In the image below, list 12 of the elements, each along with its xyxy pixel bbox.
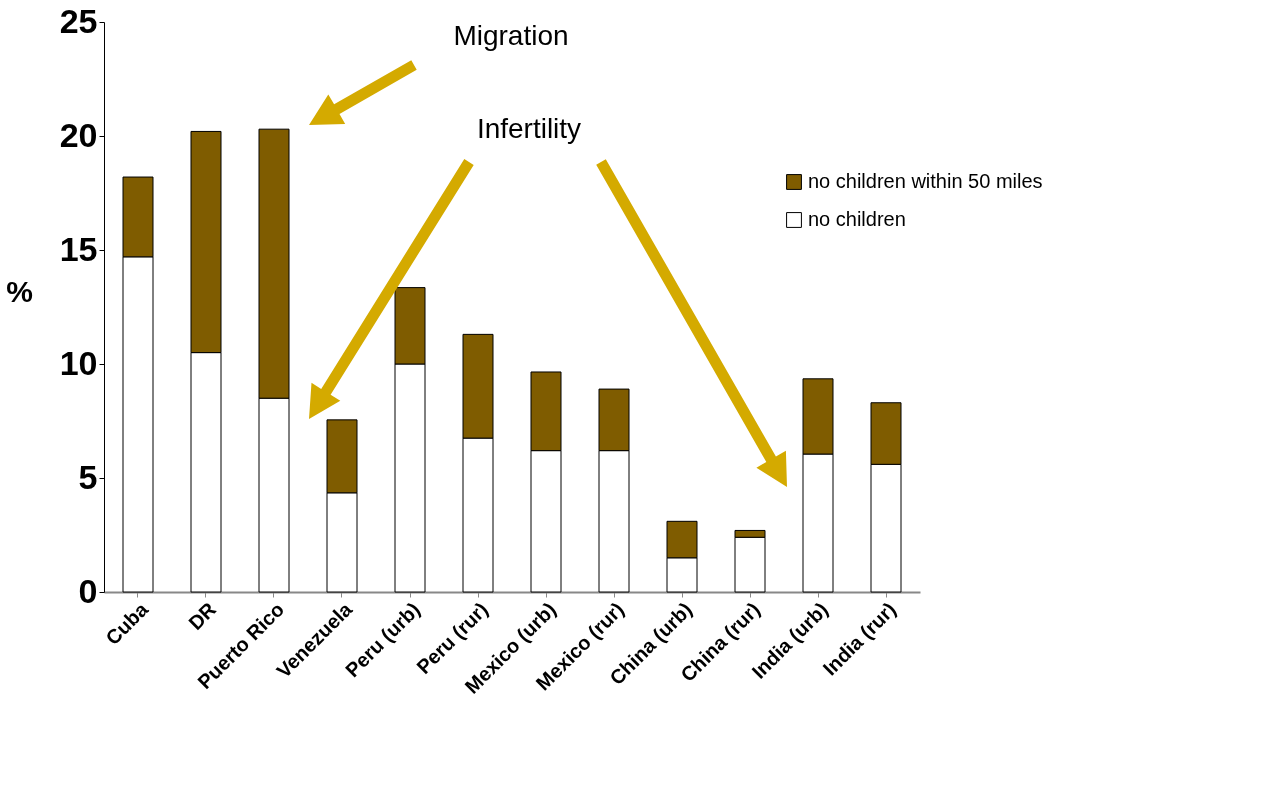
y-tick-label: 15 (59, 229, 98, 268)
y-tick-label: 5 (78, 457, 98, 496)
x-tick-label: DR (184, 597, 221, 635)
legend-label: no children (808, 208, 906, 230)
y-axis-title: % (6, 274, 34, 308)
annotation: Migration (453, 20, 569, 51)
y-tick-label: 25 (59, 1, 98, 40)
annotation: Infertility (476, 113, 582, 144)
y-tick-label: 10 (59, 343, 98, 382)
y-tick-label: 20 (59, 115, 98, 154)
legend-label: no children within 50 miles (808, 170, 1043, 192)
y-tick-label: 0 (78, 571, 98, 610)
